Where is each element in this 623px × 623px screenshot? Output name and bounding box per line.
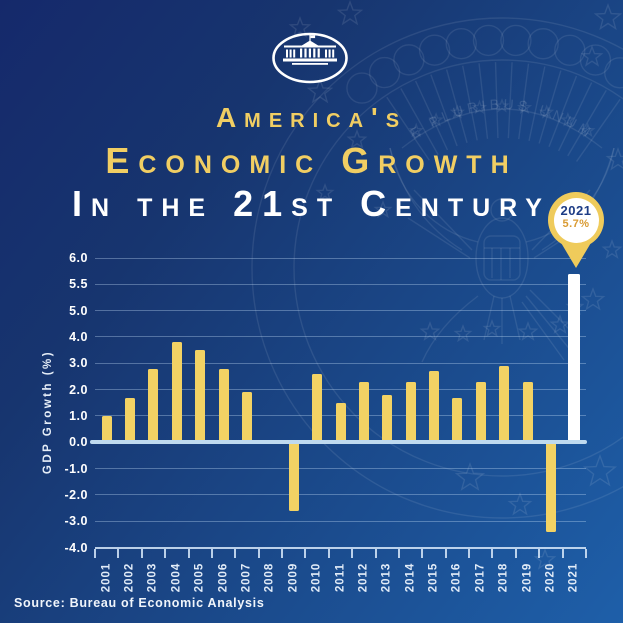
y-axis-label: 5.5 [69, 277, 88, 292]
title-line-1: America's [215, 102, 408, 133]
gridline [95, 494, 586, 496]
y-axis-label: -3.0 [64, 514, 88, 529]
x-axis-tick [234, 548, 237, 558]
gridline [95, 310, 586, 312]
x-axis-label-2006: 2006 [217, 562, 230, 593]
x-axis-label-2011: 2011 [334, 563, 346, 592]
white-house-building [283, 35, 337, 65]
x-axis-tick [351, 548, 354, 558]
title-line-2: Economic Growth [105, 140, 518, 181]
source-note: Source: Bureau of Economic Analysis [14, 596, 265, 610]
x-axis-tick [327, 548, 330, 558]
x-axis-label-2002: 2002 [123, 562, 136, 593]
bar-2002 [125, 397, 136, 443]
bar-2003 [148, 368, 159, 443]
bar-2013 [382, 394, 393, 443]
x-axis-label-2007: 2007 [240, 562, 253, 593]
x-axis-tick [514, 548, 517, 558]
x-axis-label-2010: 2010 [310, 562, 323, 593]
x-axis-label-2008: 2008 [263, 562, 276, 593]
zero-baseline [90, 440, 587, 445]
x-axis-tick [281, 548, 284, 558]
x-axis-tick [140, 548, 143, 558]
y-axis-label: 6.0 [69, 251, 88, 265]
white-house-logo-icon [272, 32, 348, 84]
bar-2011 [335, 402, 346, 443]
gridline [95, 257, 586, 259]
x-axis-label-2001: 2001 [100, 562, 113, 593]
gridline [95, 389, 586, 391]
bar-2007 [241, 392, 252, 443]
bar-2021 [568, 273, 581, 443]
y-axis-label: 3.0 [69, 356, 88, 371]
x-axis-tick [468, 548, 471, 558]
x-axis-tick [561, 548, 564, 558]
x-axis-tick [210, 548, 213, 558]
y-axis-label: 2.0 [69, 382, 88, 397]
x-axis-tick [257, 548, 260, 558]
x-axis-label-2005: 2005 [193, 562, 206, 593]
gridline [95, 362, 586, 364]
bar-2009 [288, 442, 299, 511]
x-axis-tick [187, 548, 190, 558]
bar-2006 [218, 368, 229, 443]
bar-2016 [452, 397, 463, 443]
x-axis-tick [374, 548, 377, 558]
x-axis-tick [538, 548, 541, 558]
bar-2005 [195, 350, 206, 443]
x-axis-tick [164, 548, 167, 558]
x-axis-tick [94, 548, 96, 558]
x-axis-label-2013: 2013 [380, 562, 393, 593]
callout-value: 5.7% [562, 218, 590, 230]
y-axis-label: 4.0 [69, 329, 88, 344]
x-axis-label-2015: 2015 [427, 562, 440, 593]
bar-2014 [405, 381, 416, 443]
x-axis-tick [421, 548, 424, 558]
x-axis-tick [444, 548, 447, 558]
x-axis-line [95, 546, 586, 549]
y-axis-label: 1.0 [69, 408, 88, 423]
callout-year: 2021 [560, 203, 592, 218]
y-axis-label: -1.0 [64, 461, 88, 476]
x-axis-tick [397, 548, 400, 558]
x-axis-label-2020: 2020 [544, 562, 557, 593]
y-axis-title: GDP Growth (%) [42, 349, 54, 475]
bar-2019 [522, 381, 533, 443]
gridline [95, 283, 586, 285]
y-axis-label: -4.0 [64, 540, 88, 555]
x-axis-label-2017: 2017 [474, 562, 487, 593]
x-axis-tick [491, 548, 494, 558]
bar-2018 [499, 365, 510, 443]
gridline [95, 336, 586, 338]
title-line-3: In the 21st Century [72, 183, 551, 224]
x-axis-label-2003: 2003 [146, 562, 159, 593]
bar-2001 [101, 415, 112, 443]
bar-2012 [358, 381, 369, 443]
x-axis-label-2019: 2019 [521, 562, 534, 593]
x-axis-label-2004: 2004 [170, 562, 183, 593]
x-axis-tick [117, 548, 120, 558]
x-axis-label-2009: 2009 [287, 562, 300, 593]
y-axis-label: 5.0 [69, 303, 88, 318]
gridline [95, 468, 586, 470]
bar-2015 [429, 371, 440, 443]
gridline [95, 520, 586, 522]
x-axis-label-2016: 2016 [450, 562, 463, 593]
x-axis-tick [304, 548, 307, 558]
x-axis-tick [585, 548, 587, 558]
bar-2010 [312, 373, 323, 443]
x-axis-label-2018: 2018 [497, 562, 510, 593]
pin-inner-circle [553, 197, 599, 243]
x-axis-label-2021: 2021 [567, 562, 580, 593]
bar-2020 [545, 442, 556, 532]
bar-2004 [171, 342, 182, 443]
y-axis-label: -2.0 [64, 487, 88, 502]
x-axis-label-2012: 2012 [357, 562, 370, 593]
x-axis-label-2014: 2014 [404, 562, 417, 593]
bar-2017 [475, 381, 486, 443]
y-axis-label: 0.0 [69, 435, 88, 450]
